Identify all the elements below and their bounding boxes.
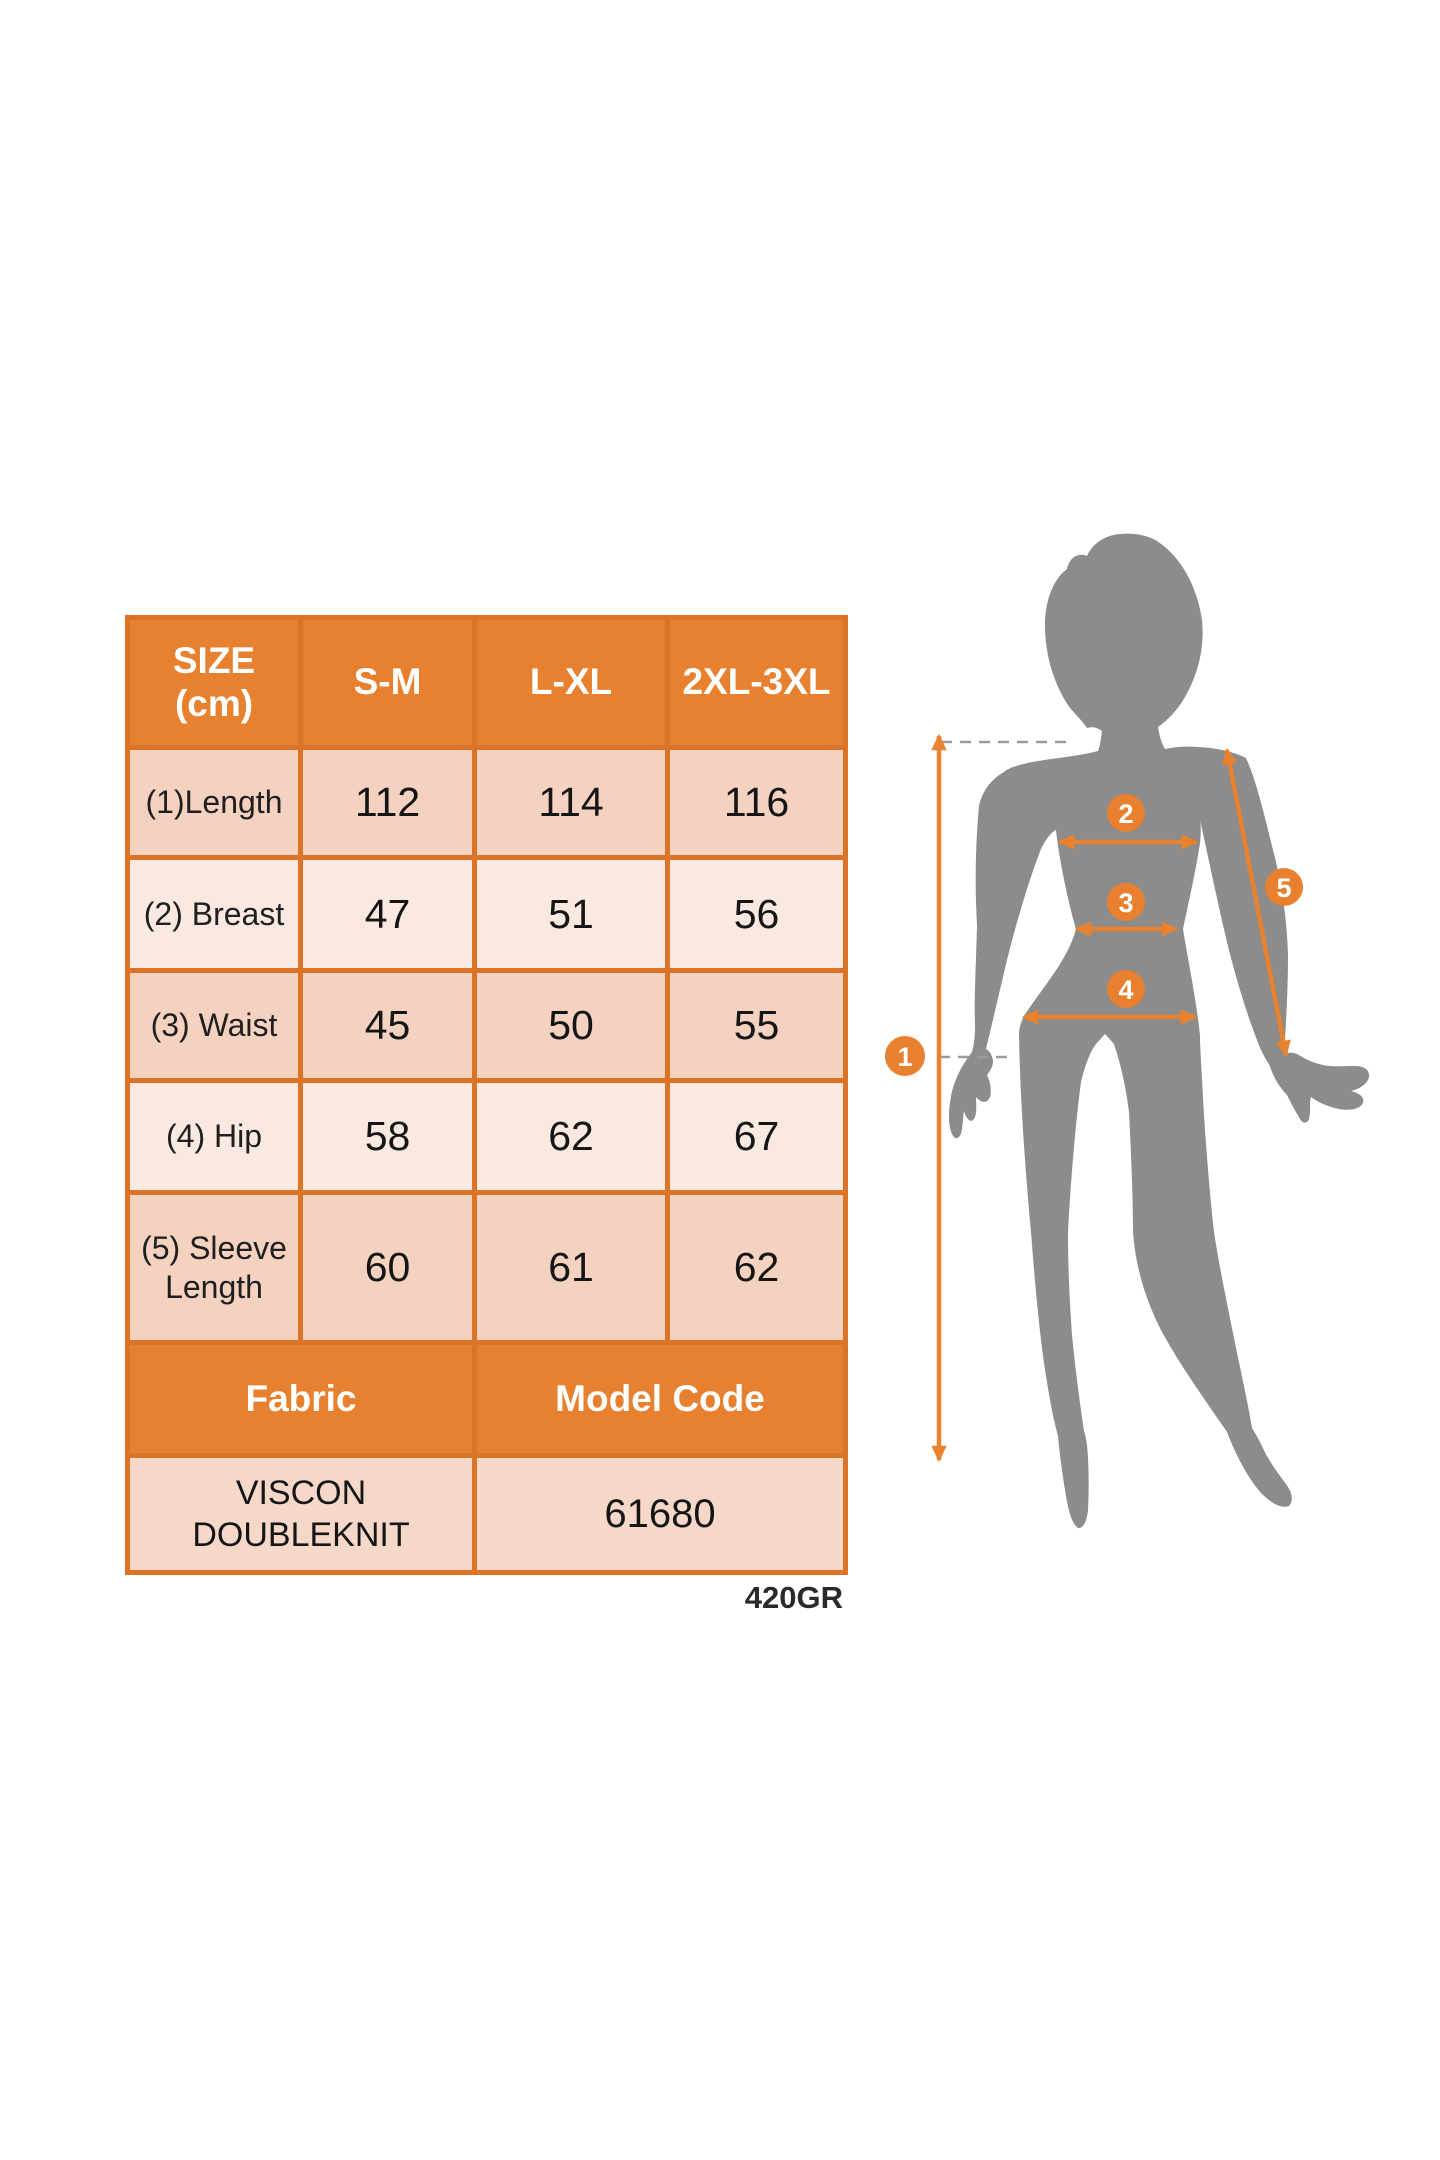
measurement-label-hip: (4) Hip	[125, 1078, 303, 1195]
marker-circle-1: 1	[885, 1036, 925, 1076]
col-header-l-xl: L-XL	[472, 615, 670, 750]
size-value: 55	[665, 968, 848, 1083]
size-value: 114	[472, 745, 670, 860]
figure-diagram: 1 2 3 4 5	[880, 520, 1440, 1640]
measurement-label-sleeve: (5) Sleeve Length	[125, 1190, 303, 1345]
measurement-label-breast: (2) Breast	[125, 855, 303, 973]
fabric-value-row: VISCON DOUBLEKNIT 61680	[125, 1453, 848, 1575]
size-chart-table: SIZE (cm) S-M L-XL 2XL-3XL (1)Length 112…	[125, 615, 848, 1575]
female-silhouette	[948, 533, 1370, 1529]
fabric-header-row: Fabric Model Code	[125, 1340, 848, 1458]
table-row-sleeve: (5) Sleeve Length 60 61 62	[125, 1190, 848, 1345]
model-code-header: Model Code	[472, 1340, 848, 1458]
marker-circle-4: 4	[1107, 970, 1145, 1008]
table-row-breast: (2) Breast 47 51 56	[125, 855, 848, 973]
marker-circle-3: 3	[1107, 883, 1145, 921]
size-value: 67	[665, 1078, 848, 1195]
weight-note: 420GR	[744, 1580, 843, 1615]
sleeve-arrow	[1222, 747, 1291, 1058]
size-unit-line1: SIZE	[172, 639, 256, 681]
size-value: 112	[298, 745, 477, 860]
marker-number-2: 2	[1118, 799, 1133, 829]
measurement-label-waist: (3) Waist	[125, 968, 303, 1083]
size-value: 62	[665, 1190, 848, 1345]
col-header-s-m: S-M	[298, 615, 477, 750]
size-value: 58	[298, 1078, 477, 1195]
col-header-2xl-3xl: 2XL-3XL	[665, 615, 848, 750]
size-value: 50	[472, 968, 670, 1083]
size-value: 60	[298, 1190, 477, 1345]
size-unit-line2: (cm)	[174, 682, 254, 724]
header-row: SIZE (cm) S-M L-XL 2XL-3XL	[125, 615, 848, 750]
marker-circle-5: 5	[1265, 868, 1303, 906]
measurement-label-length: (1)Length	[125, 745, 303, 860]
size-value: 62	[472, 1078, 670, 1195]
marker-number-1: 1	[897, 1042, 912, 1072]
marker-number-5: 5	[1276, 873, 1291, 903]
marker-number-3: 3	[1118, 888, 1133, 918]
table-row-length: (1)Length 112 114 116	[125, 745, 848, 860]
marker-circle-2: 2	[1107, 794, 1145, 832]
model-code-value: 61680	[472, 1453, 848, 1575]
size-value: 51	[472, 855, 670, 973]
size-unit-header: SIZE (cm)	[125, 615, 303, 750]
fabric-value: VISCON DOUBLEKNIT	[125, 1453, 477, 1575]
table-row-hip: (4) Hip 58 62 67	[125, 1078, 848, 1195]
size-value: 116	[665, 745, 848, 860]
size-value: 61	[472, 1190, 670, 1345]
fabric-header: Fabric	[125, 1340, 477, 1458]
size-value: 56	[665, 855, 848, 973]
table-row-waist: (3) Waist 45 50 55	[125, 968, 848, 1083]
size-value: 47	[298, 855, 477, 973]
size-value: 45	[298, 968, 477, 1083]
marker-number-4: 4	[1118, 975, 1133, 1005]
